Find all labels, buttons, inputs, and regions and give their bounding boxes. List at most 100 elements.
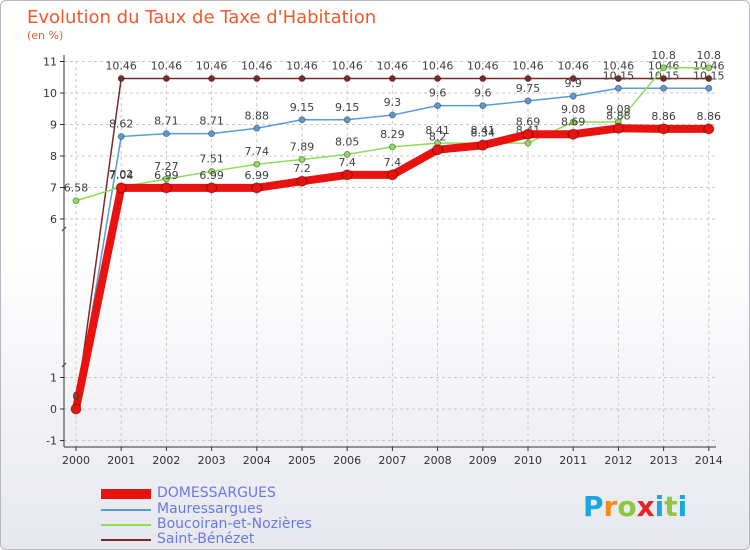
data-label-boucoiran-et-nozi-res: 7.02 [109,168,134,181]
data-point-saint-b-n-zet [253,75,261,83]
data-point-mauressargues [614,84,622,92]
data-point-domessargues [115,182,127,194]
x-tick-label: 2000 [62,454,90,467]
data-label-domessargues: 7.2 [293,162,311,175]
data-point-boucoiran-et-nozi-res [705,64,713,72]
legend-label: Saint-Bénézet [157,531,255,547]
chart-subtitle: (en %) [27,29,64,42]
data-point-boucoiran-et-nozi-res [72,197,80,205]
data-label-saint-b-n-zet: 10.46 [603,60,635,73]
data-label-domessargues: 8.69 [561,115,586,128]
data-label-domessargues: 8.86 [697,110,722,123]
data-label-boucoiran-et-nozi-res: 6.58 [64,182,89,195]
data-label-boucoiran-et-nozi-res: 7.89 [290,140,315,153]
data-point-saint-b-n-zet [162,75,170,83]
data-label-boucoiran-et-nozi-res: 7.51 [199,152,224,165]
data-point-saint-b-n-zet [388,75,396,83]
data-label-saint-b-n-zet: 10.46 [196,60,228,73]
data-point-saint-b-n-zet [569,75,577,83]
y-tick-label: 10 [43,87,57,100]
x-tick-label: 2008 [424,454,452,467]
data-point-domessargues [567,128,579,140]
data-label-mauressargues: 8.71 [199,115,224,128]
data-label-domessargues: 6.99 [154,169,179,182]
data-label-mauressargues: 10.15 [693,69,725,82]
data-point-saint-b-n-zet [660,75,668,83]
data-label-saint-b-n-zet: 10.46 [331,60,363,73]
x-tick-label: 2011 [559,454,587,467]
data-point-mauressargues [208,130,216,138]
data-point-mauressargues [117,132,125,140]
legend-swatch [101,524,151,526]
data-label-domessargues: 8.88 [606,109,631,122]
x-tick-label: 2005 [288,454,316,467]
data-label-mauressargues: 9.75 [516,82,541,95]
y-tick-label: 7 [50,182,57,195]
data-point-domessargues [70,403,82,415]
x-tick-label: 2007 [378,454,406,467]
data-label-boucoiran-et-nozi-res: 7.27 [154,160,179,173]
data-point-saint-b-n-zet [524,75,532,83]
legend-swatch [101,489,151,499]
data-point-domessargues [341,169,353,181]
x-tick-label: 2003 [198,454,226,467]
data-point-mauressargues [479,102,487,110]
data-point-mauressargues [388,111,396,119]
data-point-boucoiran-et-nozi-res [388,143,396,151]
data-label-mauressargues: 9.3 [384,96,402,109]
data-point-saint-b-n-zet [479,75,487,83]
axis-break-mark [61,226,67,232]
data-point-saint-b-n-zet [705,75,713,83]
data-label-saint-b-n-zet: 10.46 [105,60,137,73]
data-label-mauressargues: 9.6 [474,87,492,100]
logo-letter: i [654,490,665,523]
data-label-domessargues: 6.99 [199,169,224,182]
data-label-domessargues: 7.04 [109,169,134,182]
data-label-mauressargues: 9.15 [335,101,360,114]
data-point-mauressargues [162,130,170,138]
data-point-boucoiran-et-nozi-res [253,160,261,168]
data-point-domessargues [522,128,534,140]
data-label-saint-b-n-zet: 10.46 [467,60,499,73]
data-label-mauressargues: 9.9 [564,77,582,90]
y-tick-label: 6 [50,213,57,226]
data-point-mauressargues [298,116,306,124]
data-point-boucoiran-et-nozi-res [343,150,351,158]
axis-break-mark [61,362,67,368]
data-label-boucoiran-et-nozi-res: 8.05 [335,135,360,148]
data-point-domessargues [386,169,398,181]
data-point-mauressargues [343,116,351,124]
data-label-saint-b-n-zet: 10.46 [512,60,544,73]
data-label-domessargues: 8.2 [429,131,447,144]
y-tick-label: 9 [50,119,57,132]
legend-label: Mauressargues [157,501,263,517]
data-label-mauressargues: 10.15 [648,69,680,82]
data-label-boucoiran-et-nozi-res: 7.74 [245,145,270,158]
data-label-domessargues: 8.69 [516,115,541,128]
data-point-boucoiran-et-nozi-res [208,167,216,175]
logo-letter: o [617,490,637,523]
x-tick-label: 2009 [469,454,497,467]
legend-label: DOMESSARGUES [157,485,276,501]
y-tick-label: 0 [50,403,57,416]
data-point-saint-b-n-zet [117,75,125,83]
data-point-saint-b-n-zet [434,75,442,83]
data-label-boucoiran-et-nozi-res: 10.8 [651,49,676,62]
data-label-mauressargues: 10.15 [603,69,635,82]
data-label-mauressargues: 8.88 [245,109,270,122]
data-label-mauressargues: 9.15 [290,101,315,114]
data-point-boucoiran-et-nozi-res [162,175,170,183]
data-point-mauressargues [569,92,577,100]
data-label-boucoiran-et-nozi-res: 10.8 [697,49,722,62]
data-point-mauressargues [434,102,442,110]
data-point-domessargues [612,122,624,134]
data-point-domessargues [477,139,489,151]
data-label-saint-b-n-zet: 10.46 [241,60,273,73]
data-point-saint-b-n-zet [614,75,622,83]
x-tick-label: 2002 [152,454,180,467]
y-tick-label: 11 [43,56,57,69]
x-tick-label: 2004 [243,454,271,467]
data-point-domessargues [296,175,308,187]
data-point-mauressargues [705,84,713,92]
